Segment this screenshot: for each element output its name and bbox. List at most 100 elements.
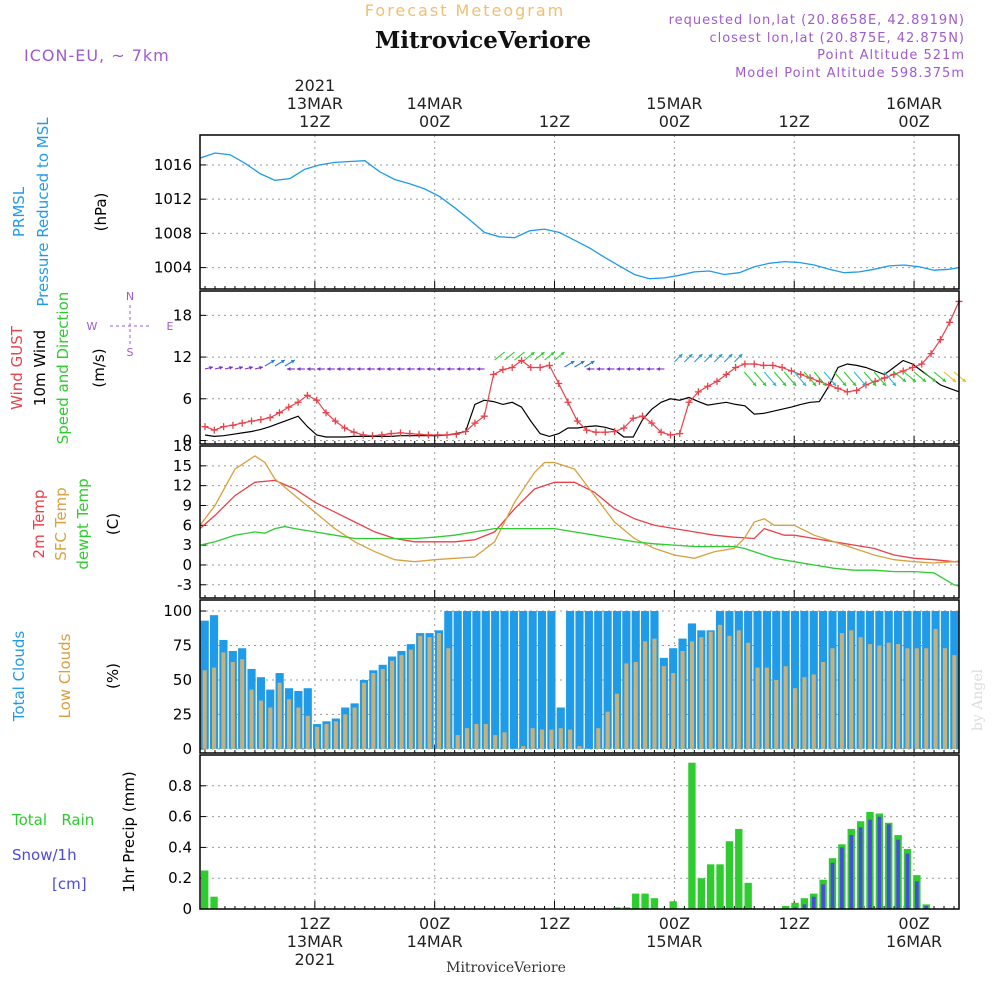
wind-arrowhead [570, 361, 575, 365]
low-cloud-bar [596, 728, 601, 749]
gust-line [204, 301, 960, 437]
low-cloud-bar [839, 633, 844, 749]
compass-south: S [127, 346, 134, 359]
low-cloud-bar [455, 735, 460, 749]
gust-marker [396, 429, 404, 437]
wind-arrowhead [396, 367, 401, 371]
y-tick-label: 75 [173, 636, 192, 654]
gust-marker [257, 416, 265, 424]
y-tick-label: 0 [182, 556, 192, 574]
wind-unit: (m/s) [90, 348, 108, 387]
low-cloud-bar [549, 729, 554, 749]
wind-arrowhead [270, 360, 275, 364]
gust-marker [564, 398, 572, 406]
low-cloud-bar [886, 642, 891, 749]
wind-arrowhead [852, 382, 857, 386]
low-cloud-bar [661, 666, 666, 749]
gust-marker [629, 414, 637, 422]
wind-arrowhead [718, 354, 723, 358]
low-cloud-bar [849, 630, 854, 749]
gust-marker [285, 403, 293, 411]
y-tick-label: 3 [182, 536, 192, 554]
low-cloud-bar [399, 655, 404, 749]
wind-arrowhead [942, 378, 947, 382]
compass-east: E [167, 320, 174, 333]
top-time-label: 00Z [419, 112, 450, 131]
gust-marker [713, 377, 721, 385]
low-cloud-bar [736, 630, 741, 749]
pressure-unit: (hPa) [92, 193, 110, 232]
wind-arrowhead [476, 367, 481, 371]
wind-arrowhead [922, 378, 927, 382]
wind-arrowhead [892, 382, 897, 386]
total-cloud-bar [528, 611, 537, 749]
wind-arrowhead [596, 367, 600, 371]
y-tick-label: 6 [182, 390, 192, 408]
low-cloud-bar [371, 673, 376, 749]
top-time-label: 12Z [299, 112, 330, 131]
top-time-label: 12Z [539, 112, 570, 131]
gust-marker [527, 364, 535, 371]
snow-bar [840, 847, 844, 909]
snow-unit-label: [cm] [52, 875, 87, 893]
low-cloud-bar [474, 724, 479, 749]
gust-marker [424, 431, 432, 439]
low-cloud-bar [427, 637, 432, 749]
low-cloud-bar [249, 689, 254, 749]
low-cloud-bar [783, 666, 788, 749]
low-cloud-bar [202, 670, 207, 749]
wind-arrowhead [530, 352, 535, 356]
gust-marker [220, 423, 228, 431]
gust-marker [834, 384, 842, 392]
pressure-panel: 1004 1008 1012 1016 [154, 134, 960, 290]
wind-arrowhead [436, 367, 441, 371]
gust-marker [555, 379, 563, 387]
low-cloud-bar [896, 644, 901, 749]
bottom-time-label: 13MAR [287, 932, 343, 951]
bottom-time-label: 00Z [898, 914, 929, 933]
y-tick-label: 0.8 [168, 777, 192, 795]
wind-arrowhead [259, 365, 263, 370]
wind-arrowhead [249, 365, 253, 370]
gust-marker [322, 409, 330, 417]
wind-line [204, 359, 960, 438]
wind-arrowhead [656, 367, 660, 371]
top-time-label: 15MAR [646, 94, 702, 113]
temperature-panel: -3 0 3 6 912 15 18 [173, 437, 960, 599]
panel-border [199, 290, 960, 445]
total-cloud-bar [537, 611, 547, 749]
y-tick-label: 12 [173, 477, 192, 495]
wind-arrowhead [616, 367, 620, 371]
low-cloud-bar [408, 649, 413, 749]
gust-marker [480, 412, 488, 420]
gust-marker [732, 364, 740, 371]
low-clouds-label: Low Clouds [56, 633, 74, 718]
wind-arrowhead [590, 361, 595, 365]
wind-arrowhead [678, 354, 683, 358]
wind-arrowhead [962, 378, 967, 382]
wind-arrowhead [376, 367, 381, 371]
wind-gust-label: Wind GUST [8, 325, 26, 410]
low-cloud-bar [699, 637, 704, 749]
gust-marker [415, 430, 423, 438]
watermark: by Angel [970, 668, 986, 731]
rain-bar [735, 828, 743, 909]
compass-north: N [126, 290, 134, 303]
rain-bar [650, 898, 659, 909]
wind-labels: Wind GUST 10m Wind Speed and Direction (… [8, 290, 174, 444]
wind-arrowhead [426, 367, 431, 371]
wind-arrowhead [286, 367, 291, 371]
temp-labels: 2m Temp SFC Temp dewpt Temp (C) [30, 478, 122, 569]
low-cloud-bar [764, 667, 769, 749]
gust-marker [750, 360, 758, 368]
low-cloud-bar [811, 674, 816, 749]
low-cloud-bar [877, 645, 882, 749]
wind-arrowhead [822, 382, 827, 386]
gust-marker [694, 388, 702, 396]
gust-marker [927, 350, 935, 358]
low-cloud-bar [333, 721, 338, 749]
wind-arrowhead [636, 367, 640, 371]
y-tick-label: 15 [173, 457, 192, 475]
